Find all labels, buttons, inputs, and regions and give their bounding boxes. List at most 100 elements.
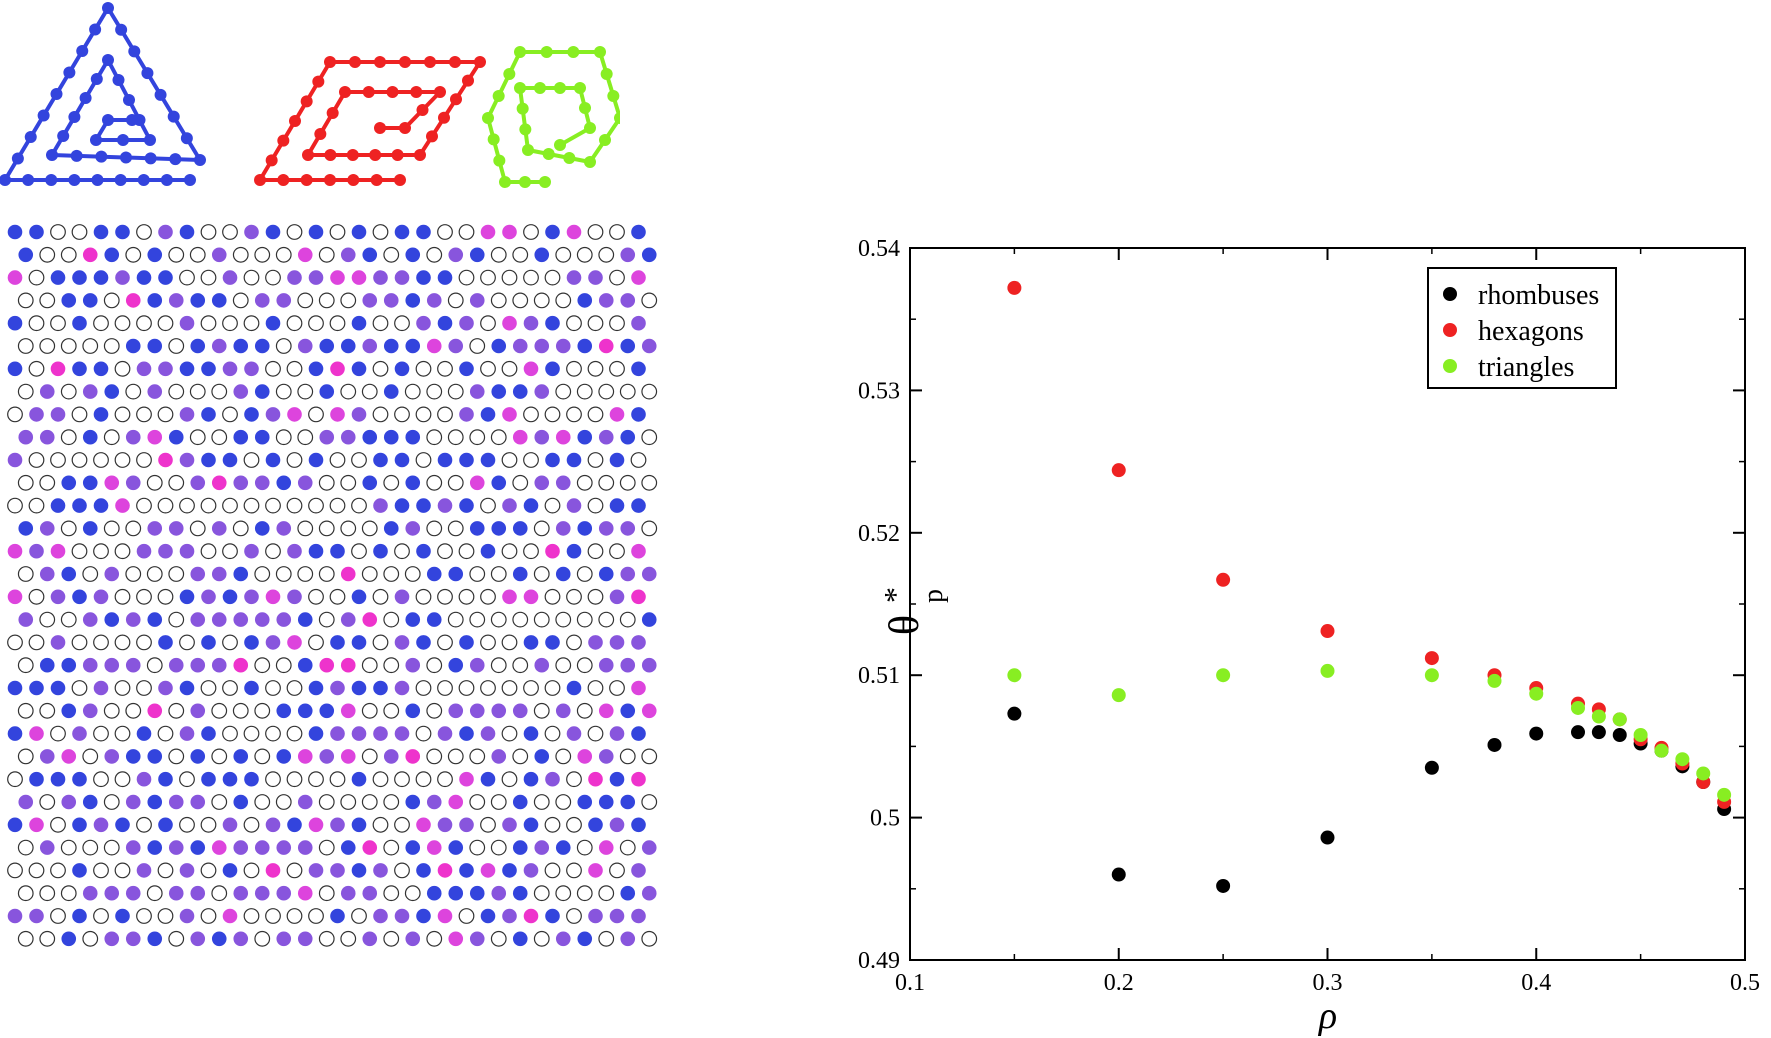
lattice-site — [576, 246, 593, 263]
rhombus-spiral-node — [369, 149, 382, 161]
lattice-site — [287, 817, 302, 833]
triangle-spiral-node — [144, 152, 157, 165]
lattice-site — [576, 566, 593, 582]
lattice-site — [114, 360, 131, 377]
triangle-spiral-node — [37, 109, 50, 122]
hexagon-spiral-node — [542, 148, 555, 160]
lattice-site — [104, 657, 120, 673]
lattice-site — [394, 635, 410, 650]
lattice-site — [340, 520, 357, 537]
lattice-site — [201, 407, 216, 422]
lattice-site — [61, 657, 77, 673]
lattice-site — [566, 816, 582, 833]
hexagon-spiral-node — [514, 82, 526, 94]
lattice-site — [404, 885, 421, 902]
lattice-site — [275, 429, 292, 446]
lattice-site — [598, 885, 615, 902]
lattice-site — [275, 338, 292, 354]
lattice-site — [437, 224, 453, 240]
lattice-site — [415, 680, 432, 696]
lattice-site — [577, 429, 593, 445]
lattice-site — [469, 384, 485, 399]
rhombus-spiral-node — [424, 56, 436, 68]
lattice-site — [7, 726, 23, 741]
lattice-site — [458, 908, 475, 924]
legend-box — [1427, 267, 1617, 389]
lattice-site — [469, 429, 486, 446]
triangle-spiral-node — [95, 150, 108, 163]
lattice-site — [534, 338, 550, 354]
lattice-site — [566, 498, 582, 513]
lattice-site — [179, 634, 195, 651]
lattice-site — [469, 293, 485, 308]
lattice-site — [437, 406, 453, 423]
lattice-site — [372, 588, 389, 605]
plot-frame — [909, 247, 1746, 961]
lattice-site — [426, 293, 442, 308]
lattice-site — [17, 338, 34, 354]
lattice-site — [577, 749, 593, 764]
lattice-site — [329, 588, 346, 605]
hexagon-spiral-node — [514, 46, 526, 58]
hexagon-spiral-node — [519, 123, 532, 136]
lattice-site — [201, 635, 216, 650]
lattice-site — [190, 293, 206, 308]
rhombus-spiral-node — [416, 104, 429, 116]
lattice-site — [383, 794, 400, 810]
lattice-site — [61, 794, 77, 810]
lattice-site — [459, 315, 474, 331]
hexagon-spiral-node — [503, 68, 516, 80]
lattice-site — [222, 270, 238, 285]
lattice-site — [340, 703, 356, 719]
lattice-site — [286, 771, 303, 788]
lattice-site — [620, 885, 636, 901]
hexagons-point — [1111, 463, 1126, 478]
triangle-spiral-node — [68, 174, 81, 186]
lattice-site — [190, 475, 206, 491]
lattice-site — [308, 270, 324, 285]
lattice-site — [93, 634, 109, 651]
lattice-site — [265, 407, 281, 422]
lattice-site — [115, 817, 130, 833]
lattice-site — [351, 452, 367, 468]
lattice-site — [158, 635, 173, 650]
lattice-site — [276, 612, 292, 627]
lattice-site — [458, 224, 475, 240]
lattice-site — [50, 224, 66, 240]
rhombus-spiral-node — [374, 56, 386, 68]
lattice-site — [39, 840, 55, 855]
triangle-spiral-node — [123, 94, 135, 106]
lattice-site — [459, 407, 474, 422]
lattice-site — [631, 543, 646, 559]
lattice-site — [232, 292, 249, 309]
lattice-site — [222, 634, 238, 651]
triangles-point — [1675, 752, 1690, 767]
lattice-site — [39, 246, 56, 263]
lattice-site — [158, 361, 173, 377]
lattice-site — [447, 611, 464, 628]
lattice-site — [319, 749, 335, 764]
lattice-site — [29, 407, 44, 422]
lattice-site — [157, 497, 174, 514]
lattice-site — [619, 611, 636, 628]
lattice-site — [631, 498, 646, 513]
lattice-site — [72, 361, 87, 377]
lattice-site — [448, 566, 464, 582]
lattice-site — [82, 566, 99, 582]
triangles-point — [1529, 686, 1544, 701]
lattice-site — [61, 703, 77, 719]
lattice-site — [93, 452, 109, 468]
lattice-site — [28, 360, 45, 377]
lattice-site — [243, 725, 260, 742]
lattice-site — [383, 338, 399, 354]
lattice-site — [598, 657, 614, 673]
lattice-site — [265, 589, 281, 605]
lattice-site — [373, 270, 388, 285]
hexagon-spiral-node — [614, 112, 620, 124]
lattice-site — [318, 474, 335, 491]
lattice-site — [93, 315, 109, 332]
lattice-site — [555, 429, 571, 445]
lattice-site — [125, 429, 141, 445]
lattice-site — [480, 588, 496, 605]
lattice-site — [523, 908, 539, 924]
